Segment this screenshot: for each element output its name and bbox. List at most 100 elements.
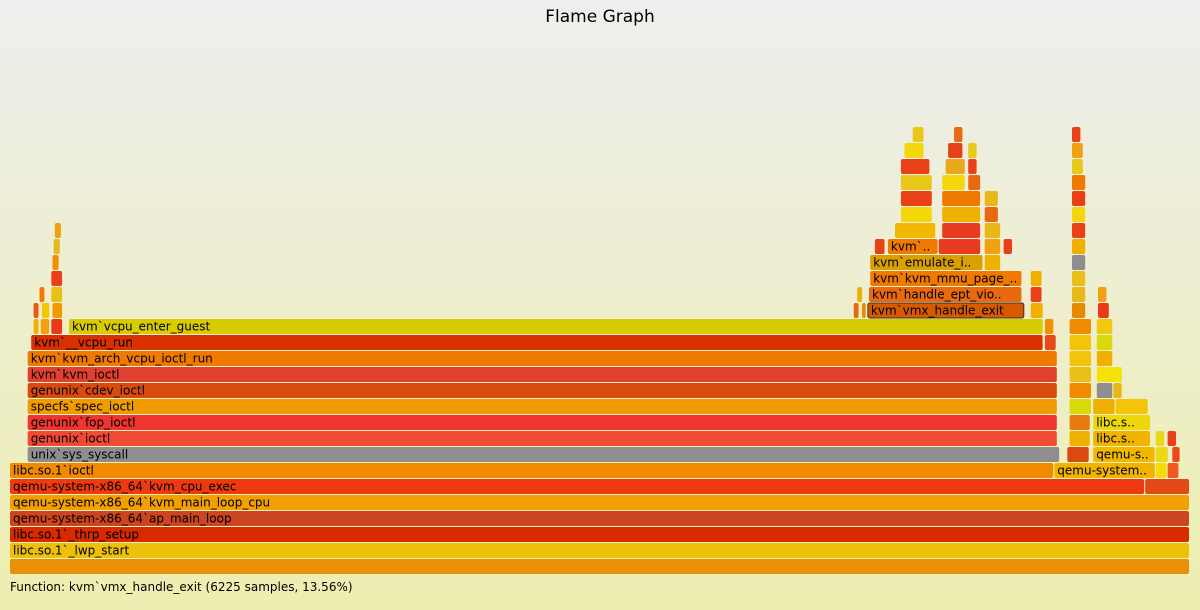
flame-frame[interactable]: qemu-s.. <box>1093 447 1155 462</box>
flame-frame[interactable] <box>1096 319 1113 334</box>
flame-frame[interactable] <box>1069 399 1091 414</box>
flame-frame-rect[interactable] <box>900 159 930 174</box>
flame-frame[interactable]: kvm`__vcpu_run <box>31 335 1043 350</box>
flame-frame[interactable] <box>862 303 866 318</box>
flame-frame-rect[interactable] <box>1072 271 1086 286</box>
flame-frame-rect[interactable] <box>1167 431 1176 446</box>
flame-frame-rect[interactable] <box>1096 383 1113 398</box>
flame-frame-rect[interactable] <box>954 127 963 142</box>
flame-frame-rect[interactable] <box>27 367 1057 382</box>
flame-frame[interactable] <box>1069 383 1091 398</box>
flame-frame[interactable] <box>948 143 963 158</box>
flame-frame-rect[interactable] <box>27 431 1057 446</box>
flame-frame-rect[interactable] <box>1072 127 1081 142</box>
flame-frame[interactable] <box>1113 383 1122 398</box>
flame-frame[interactable] <box>1069 335 1091 350</box>
flame-frame[interactable] <box>1072 127 1081 142</box>
flame-frame[interactable] <box>1030 271 1042 286</box>
flame-frame[interactable] <box>1098 287 1107 302</box>
flame-frame[interactable] <box>1072 239 1086 254</box>
flame-frame-rect[interactable] <box>1030 287 1042 302</box>
flame-frame-rect[interactable] <box>945 159 965 174</box>
flame-frame-rect[interactable] <box>33 319 39 334</box>
flame-frame-rect[interactable] <box>1096 367 1122 382</box>
flame-frame-rect[interactable] <box>857 287 863 302</box>
flame-frame[interactable] <box>52 255 59 270</box>
flame-frame-rect[interactable] <box>942 223 981 238</box>
flame-frame[interactable] <box>1072 223 1086 238</box>
flame-frame-rect[interactable] <box>1096 351 1113 366</box>
flame-frame[interactable]: qemu-system-x86_64`kvm_main_loop_cpu <box>10 495 1189 510</box>
flame-frame-rect[interactable] <box>1093 415 1150 430</box>
flame-frame[interactable] <box>1096 335 1113 350</box>
flame-frame-rect[interactable] <box>1098 303 1109 318</box>
flame-frame[interactable] <box>1069 319 1091 334</box>
flame-frame[interactable] <box>954 127 963 142</box>
flame-frame[interactable] <box>1093 399 1115 414</box>
flame-frame[interactable]: qemu-system-x86_64`kvm_cpu_exec <box>10 479 1145 494</box>
flame-frame[interactable]: kvm`handle_ept_vio.. <box>869 287 1022 302</box>
flame-frame[interactable] <box>900 159 930 174</box>
flame-frame[interactable] <box>984 223 1001 238</box>
flame-frame[interactable] <box>945 159 965 174</box>
flame-frame-rect[interactable] <box>27 383 1057 398</box>
flame-frame-rect[interactable] <box>10 479 1145 494</box>
flame-frame-rect[interactable] <box>1113 383 1122 398</box>
flame-frame-rect[interactable] <box>1069 367 1091 382</box>
flame-frame-rect[interactable] <box>895 223 936 238</box>
flame-frame[interactable]: kvm`vcpu_enter_guest <box>69 319 1043 334</box>
flame-frame[interactable] <box>900 191 932 206</box>
flame-frame-rect[interactable] <box>1030 271 1042 286</box>
flame-frame-rect[interactable] <box>984 239 1001 254</box>
flame-frame-rect[interactable] <box>27 351 1057 366</box>
flame-frame[interactable] <box>942 207 981 222</box>
flame-frame-rect[interactable] <box>1072 175 1086 190</box>
flame-frame[interactable] <box>1030 303 1043 318</box>
flame-frame[interactable] <box>1044 319 1054 334</box>
flame-frame-rect[interactable] <box>40 319 50 334</box>
flame-frame[interactable] <box>857 287 863 302</box>
flame-frame-rect[interactable] <box>1069 399 1091 414</box>
flame-frame-rect[interactable] <box>1072 143 1083 158</box>
flame-frame[interactable] <box>1067 447 1089 462</box>
flame-frame-rect[interactable] <box>1093 431 1150 446</box>
flame-frame[interactable] <box>968 159 977 174</box>
flame-frame[interactable] <box>53 239 60 254</box>
flame-frame[interactable]: genunix`ioctl <box>27 431 1057 446</box>
flame-frame-rect[interactable] <box>1072 191 1086 206</box>
flame-frame-rect[interactable] <box>874 239 885 254</box>
flame-frame-rect[interactable] <box>887 239 938 254</box>
flame-frame-rect[interactable] <box>10 495 1189 510</box>
flame-frame-rect[interactable] <box>853 303 859 318</box>
flame-frame[interactable] <box>968 175 981 190</box>
flame-frame[interactable] <box>1072 159 1083 174</box>
flame-frame-rect[interactable] <box>1069 415 1090 430</box>
flame-frame[interactable] <box>54 223 61 238</box>
flame-frame-rect[interactable] <box>942 175 965 190</box>
flame-frame-rect[interactable] <box>870 271 1022 286</box>
flame-frame-rect[interactable] <box>39 287 45 302</box>
flame-frame-rect[interactable] <box>27 447 1060 462</box>
flame-frame-rect[interactable] <box>900 175 932 190</box>
flame-frame-rect[interactable] <box>52 303 63 318</box>
flame-frame[interactable]: kvm`kvm_ioctl <box>27 367 1057 382</box>
flame-frame-rect[interactable] <box>1069 351 1091 366</box>
flame-frame[interactable] <box>1167 431 1176 446</box>
flame-frame-rect[interactable] <box>27 415 1057 430</box>
flame-frame-rect[interactable] <box>1145 479 1189 494</box>
flame-frame[interactable] <box>1167 463 1179 478</box>
flame-frame-rect[interactable] <box>1067 447 1089 462</box>
flame-frame-rect[interactable] <box>984 255 1001 270</box>
flame-frame-rect[interactable] <box>1030 303 1043 318</box>
flame-frame-rect[interactable] <box>52 255 59 270</box>
flame-frame-rect[interactable] <box>984 223 1001 238</box>
flame-frame-rect[interactable] <box>968 159 977 174</box>
flame-frame-rect[interactable] <box>912 127 924 142</box>
flame-frame[interactable]: specfs`spec_ioctl <box>27 399 1057 414</box>
flame-frame-rect[interactable] <box>984 191 998 206</box>
flame-frame[interactable] <box>51 319 63 334</box>
flame-frame-rect[interactable] <box>1072 255 1086 270</box>
flame-frame[interactable] <box>1069 367 1091 382</box>
flame-frame-rect[interactable] <box>1167 463 1179 478</box>
flame-frame[interactable] <box>1155 463 1167 478</box>
